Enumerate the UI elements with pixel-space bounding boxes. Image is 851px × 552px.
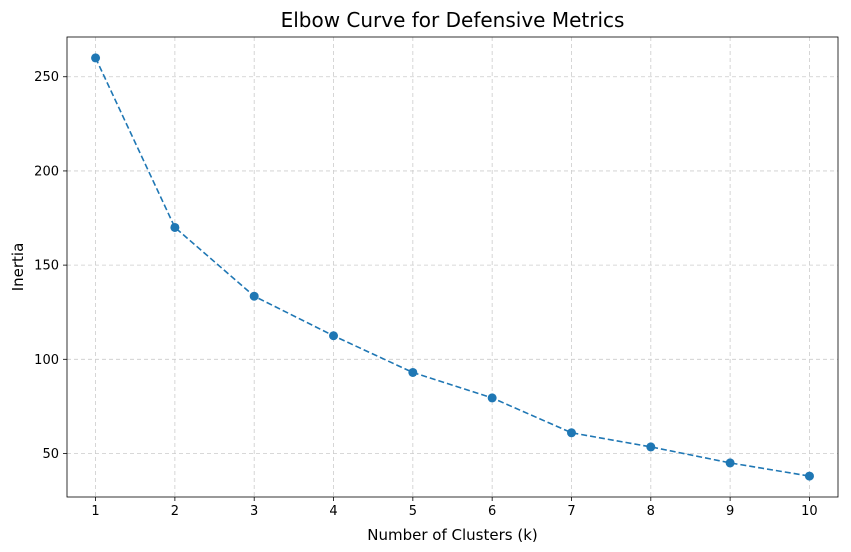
data-point (566, 428, 576, 438)
data-point (91, 53, 101, 63)
tick-layer: 1 2 3 4 5 6 7 8 9 10 50 100 150 200 250 (34, 70, 818, 519)
data-point (487, 393, 497, 403)
x-tick-label: 7 (567, 504, 575, 519)
y-axis-label: Inertia (9, 243, 27, 292)
data-point (329, 331, 339, 341)
y-tick-label: 100 (34, 353, 59, 368)
x-tick-label: 4 (329, 504, 337, 519)
data-point (170, 222, 180, 232)
x-tick-label: 2 (171, 504, 179, 519)
data-point (804, 471, 814, 481)
plot-frame (66, 36, 839, 498)
series-line (94, 57, 810, 477)
data-point (408, 367, 418, 377)
x-tick-label: 8 (647, 504, 655, 519)
data-point (249, 291, 259, 301)
y-tick-label: 200 (34, 164, 59, 179)
x-tick-label: 10 (801, 504, 818, 519)
x-tick-label: 3 (250, 504, 258, 519)
y-tick-label: 50 (42, 447, 59, 462)
grid-layer (67, 37, 838, 497)
data-point (646, 442, 656, 452)
data-point (725, 458, 735, 468)
chart-title: Elbow Curve for Defensive Metrics (281, 8, 625, 32)
y-tick-label: 150 (34, 259, 59, 274)
axes-layer (66, 36, 839, 498)
x-tick-label: 5 (409, 504, 417, 519)
x-tick-label: 9 (726, 504, 734, 519)
x-tick-label: 1 (91, 504, 99, 519)
x-tick-label: 6 (488, 504, 496, 519)
series-layer (91, 53, 814, 481)
y-tick-label: 250 (34, 70, 59, 85)
x-axis-label: Number of Clusters (k) (367, 526, 537, 544)
